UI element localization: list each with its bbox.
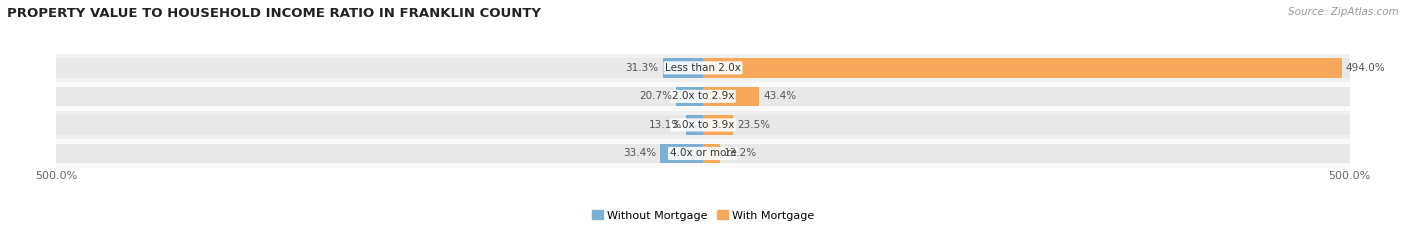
Bar (703, 115, 734, 135)
Text: 494.0%: 494.0% (1346, 63, 1385, 73)
Bar (676, 87, 703, 106)
Legend: Without Mortgage, With Mortgage: Without Mortgage, With Mortgage (588, 206, 818, 225)
Text: 2.0x to 2.9x: 2.0x to 2.9x (672, 91, 734, 101)
Text: 33.4%: 33.4% (623, 148, 657, 158)
Text: 23.5%: 23.5% (737, 120, 770, 130)
Text: 3.0x to 3.9x: 3.0x to 3.9x (672, 120, 734, 130)
Bar (703, 87, 759, 106)
Text: PROPERTY VALUE TO HOUSEHOLD INCOME RATIO IN FRANKLIN COUNTY: PROPERTY VALUE TO HOUSEHOLD INCOME RATIO… (7, 7, 541, 20)
Text: 20.7%: 20.7% (640, 91, 672, 101)
Text: 13.2%: 13.2% (724, 148, 756, 158)
Bar (686, 115, 703, 135)
Text: 13.1%: 13.1% (650, 120, 682, 130)
Bar (56, 87, 1350, 106)
Bar (56, 139, 1350, 168)
Text: Source: ZipAtlas.com: Source: ZipAtlas.com (1288, 7, 1399, 17)
Bar (703, 58, 1341, 78)
Text: Less than 2.0x: Less than 2.0x (665, 63, 741, 73)
Bar (56, 144, 1350, 163)
Bar (659, 144, 703, 163)
Bar (56, 115, 1350, 135)
Bar (56, 82, 1350, 111)
Bar (56, 111, 1350, 139)
Bar (56, 54, 1350, 82)
Bar (56, 58, 1350, 78)
Text: 4.0x or more: 4.0x or more (669, 148, 737, 158)
Text: 43.4%: 43.4% (763, 91, 796, 101)
Bar (703, 144, 720, 163)
Bar (662, 58, 703, 78)
Text: 31.3%: 31.3% (626, 63, 658, 73)
